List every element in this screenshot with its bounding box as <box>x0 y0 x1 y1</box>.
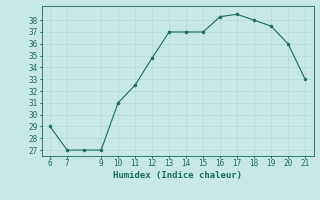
X-axis label: Humidex (Indice chaleur): Humidex (Indice chaleur) <box>113 171 242 180</box>
